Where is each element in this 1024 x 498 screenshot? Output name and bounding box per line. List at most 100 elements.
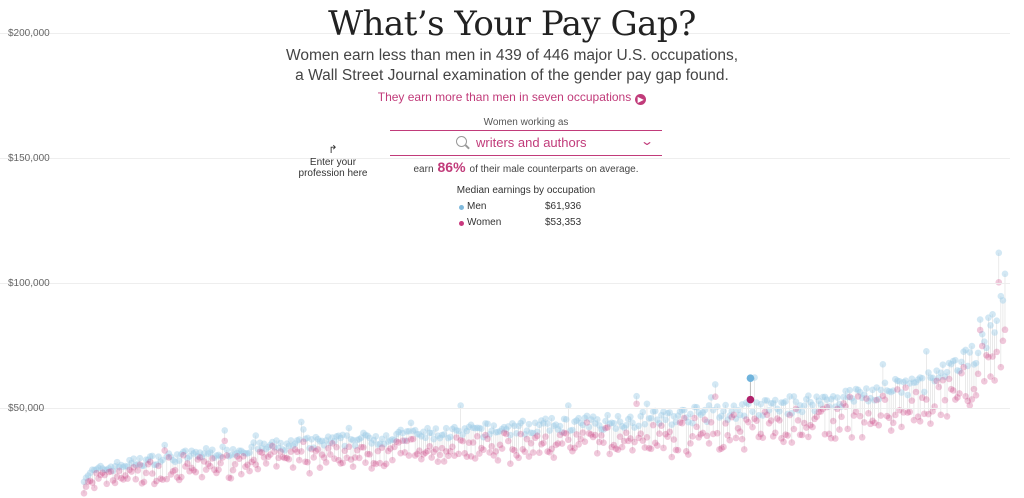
y-tick-label: $200,000: [8, 28, 50, 39]
men-dot: [473, 424, 481, 432]
men-dot: [455, 427, 462, 435]
women-dot: [374, 447, 382, 455]
women-dot: [279, 453, 286, 461]
men-dot: [345, 424, 353, 432]
legend-men-label: Men: [467, 201, 487, 212]
men-dot: [670, 413, 678, 420]
men-dot: [947, 360, 955, 368]
women-dot: [326, 451, 334, 458]
men-dot: [627, 413, 634, 421]
men-dot: [852, 385, 860, 393]
men-dot: [186, 453, 193, 460]
men-dot: [703, 418, 711, 426]
men-dot: [565, 402, 572, 409]
women-dot: [140, 478, 148, 486]
women-dot: [453, 434, 460, 441]
men-dot: [600, 426, 607, 433]
men-dot: [478, 425, 485, 432]
men-dot: [283, 440, 291, 448]
women-dot: [718, 445, 725, 452]
women-dot: [200, 458, 208, 465]
men-dot: [622, 421, 630, 429]
men-dot: [956, 367, 963, 375]
women-dot: [428, 454, 436, 461]
women-dot: [641, 444, 649, 451]
women-dot: [844, 425, 852, 433]
women-dot: [674, 446, 682, 454]
men-dot: [529, 429, 537, 437]
men-dot: [869, 386, 876, 394]
men-dot: [811, 407, 818, 415]
men-dot: [593, 416, 601, 423]
women-dot: [167, 471, 175, 478]
women-dot: [606, 450, 613, 458]
men-dot: [761, 397, 769, 404]
women-dot: [987, 373, 994, 380]
women-dot: [937, 411, 945, 419]
men-dot: [753, 399, 760, 406]
men-dot: [829, 393, 837, 400]
women-dot: [177, 473, 185, 481]
women-dot: [618, 443, 626, 451]
men-dot: [517, 419, 524, 427]
women-dot: [622, 429, 630, 437]
women-dot: [478, 444, 485, 452]
women-dot: [709, 430, 717, 438]
women-dot: [343, 454, 351, 462]
women-dot: [877, 412, 885, 419]
women-dot: [469, 439, 477, 446]
men-dot: [596, 422, 603, 429]
women-dot: [788, 439, 796, 446]
women-dot: [115, 467, 123, 475]
men-dot: [782, 398, 789, 405]
women-dot: [316, 464, 324, 472]
women-dot: [540, 439, 547, 447]
men-dot: [436, 434, 444, 442]
men-dot: [507, 431, 514, 439]
women-dot: [285, 455, 293, 463]
men-dot: [209, 446, 216, 454]
women-dot: [387, 445, 394, 452]
men-dot: [269, 438, 276, 446]
men-dot: [755, 412, 763, 419]
women-dot: [171, 466, 179, 474]
men-dot: [281, 447, 289, 454]
men-dot: [223, 446, 231, 454]
women-dot: [240, 453, 247, 460]
seven-occupations-link-label: They earn more than men in seven occupat…: [377, 90, 632, 104]
women-dot: [130, 463, 137, 471]
men-dot: [370, 436, 378, 444]
profession-selector[interactable]: writers and authors ⌄: [390, 130, 662, 156]
men-dot: [718, 412, 725, 420]
women-dot: [496, 441, 504, 449]
women-dot: [939, 376, 947, 384]
men-dot: [391, 436, 398, 444]
women-dot: [875, 421, 883, 429]
women-dot: [569, 447, 576, 455]
men-dot: [302, 435, 309, 443]
men-dot: [651, 407, 659, 415]
men-dot: [252, 432, 260, 439]
women-dot: [287, 448, 295, 455]
women-dot: [273, 463, 280, 470]
y-tick-label: $50,000: [8, 403, 45, 414]
women-dot: [751, 415, 758, 423]
women-dot: [635, 434, 642, 442]
men-dot: [384, 438, 392, 445]
women-dot: [142, 469, 150, 477]
women-dot: [608, 443, 616, 451]
women-dot: [391, 443, 398, 451]
men-dot: [482, 420, 489, 427]
seven-occupations-link[interactable]: They earn more than men in seven occupat…: [0, 90, 1024, 105]
men-dot: [124, 463, 131, 470]
women-dot: [649, 421, 657, 429]
men-dot: [449, 425, 456, 433]
women-dot: [753, 417, 760, 425]
men-dot: [821, 393, 829, 401]
legend-men-dot: [459, 205, 464, 210]
men-dot: [567, 427, 574, 434]
men-dot: [538, 417, 545, 424]
women-dot: [573, 431, 580, 438]
women-dot: [600, 439, 607, 446]
women-dot: [215, 466, 222, 473]
